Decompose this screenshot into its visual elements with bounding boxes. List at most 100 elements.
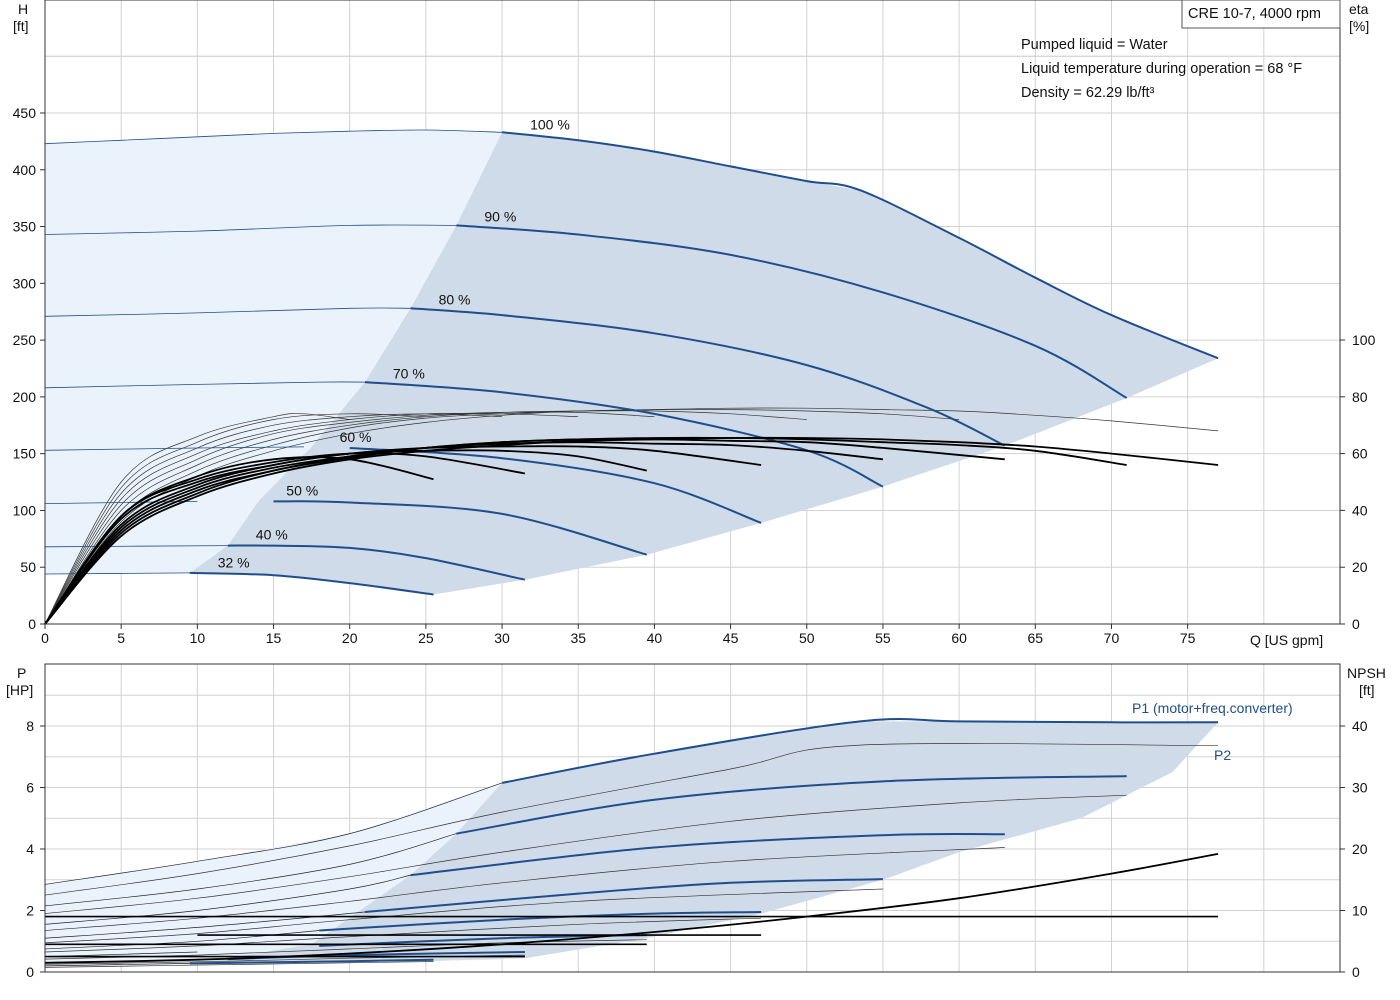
- npsh-tick-label: 30: [1352, 780, 1368, 796]
- speed-label: 100 %: [530, 117, 570, 133]
- head-curve-thin: [44, 307, 411, 317]
- eta-curve: [44, 452, 526, 625]
- p1-curve-thin: [44, 911, 365, 939]
- x-tick-label: 0: [41, 630, 49, 646]
- x-tick-label: 60: [951, 630, 967, 646]
- p1-curve-label: P1 (motor+freq.converter): [1132, 700, 1293, 716]
- y-axis-unit-ft: [ft]: [13, 18, 29, 34]
- chart-title: CRE 10-7, 4000 rpm: [1188, 6, 1321, 22]
- info-pumped-liquid: Pumped liquid = Water: [1021, 37, 1168, 53]
- p-tick-label: 4: [26, 841, 34, 857]
- x-tick-label: 55: [875, 630, 891, 646]
- p1-curve: [456, 775, 1127, 835]
- p2-curve: [44, 917, 762, 953]
- y2-tick-label: 40: [1352, 502, 1368, 518]
- p1-curve: [410, 832, 1005, 877]
- y-tick-label: 100: [13, 502, 37, 518]
- y-tick-label: 250: [13, 332, 37, 348]
- y-axis-unit-hp: [HP]: [6, 682, 33, 698]
- head-curve: [410, 307, 1006, 447]
- speed-label: 90 %: [484, 209, 516, 225]
- upper-operating-region: [189, 132, 1219, 595]
- eta-thin-curve: [44, 409, 960, 625]
- p2-curve: [44, 794, 1127, 914]
- x-tick-label: 75: [1180, 630, 1196, 646]
- p-tick-label: 0: [26, 964, 34, 980]
- x-tick-label: 45: [723, 630, 739, 646]
- head-curve: [227, 544, 526, 581]
- p2-curve-label: P2: [1214, 747, 1231, 763]
- y-axis-label-p: P: [17, 665, 26, 681]
- speed-label: 50 %: [286, 483, 318, 499]
- p-tick-label: 2: [26, 903, 34, 919]
- p1-curve-thin: [44, 874, 411, 925]
- upper-plot-frame: [44, 0, 1341, 625]
- speed-label: 32 %: [218, 555, 250, 571]
- speed-label: 60 %: [340, 429, 372, 445]
- y-tick-label: 350: [13, 219, 37, 235]
- head-curve-thin: [44, 224, 457, 235]
- p1-curve: [501, 717, 1219, 784]
- head-curve: [189, 571, 434, 596]
- x-tick-label: 30: [494, 630, 510, 646]
- npsh-curve: [44, 853, 1219, 964]
- head-curve-thin: [44, 545, 228, 548]
- x-tick-label: 10: [190, 630, 206, 646]
- x-tick-label: 15: [266, 630, 282, 646]
- eta-thin-curve: [44, 407, 1219, 625]
- y2-axis-label-npsh: NPSH: [1347, 665, 1386, 681]
- y2-tick-label: 20: [1352, 559, 1368, 575]
- y-tick-label: 300: [13, 275, 37, 291]
- title-box: [1181, 0, 1341, 29]
- info-temperature: Liquid temperature during operation = 68…: [1021, 61, 1302, 77]
- y-tick-label: 200: [13, 389, 37, 405]
- head-curve-thin: [44, 381, 365, 389]
- head-curve: [456, 224, 1128, 399]
- x-axis-label: Q [US gpm]: [1250, 632, 1323, 648]
- y-tick-label: 400: [13, 162, 37, 178]
- npsh-tick-label: 10: [1352, 903, 1368, 919]
- y2-tick-label: 0: [1352, 616, 1360, 632]
- p1-curve: [189, 958, 434, 965]
- y-tick-label: 150: [13, 446, 37, 462]
- x-tick-label: 65: [1028, 630, 1044, 646]
- p-tick-label: 6: [26, 780, 34, 796]
- p1-curve: [364, 878, 883, 913]
- y-tick-label: 50: [20, 559, 36, 575]
- eta-curve: [44, 436, 1219, 625]
- p2-curve: [44, 961, 434, 968]
- x-tick-label: 40: [647, 630, 663, 646]
- p-tick-label: 8: [26, 718, 34, 734]
- eta-thin-curve: [44, 410, 807, 625]
- head-curve: [364, 381, 884, 488]
- npsh-tick-label: 40: [1352, 718, 1368, 734]
- x-tick-label: 50: [799, 630, 815, 646]
- x-tick-label: 25: [418, 630, 434, 646]
- eta-thin-curve: [44, 413, 350, 625]
- y2-axis-unit-percent: [%]: [1349, 18, 1369, 34]
- x-tick-label: 5: [117, 630, 125, 646]
- head-curve: [501, 131, 1219, 360]
- head-curve-thin: [44, 446, 305, 451]
- p1-curve-thin: [44, 963, 190, 967]
- y2-axis-label-eta: eta: [1349, 1, 1369, 17]
- head-curve: [273, 500, 648, 556]
- npsh-tick-label: 20: [1352, 841, 1368, 857]
- upper-light-region: [45, 130, 503, 574]
- p1-curve-thin: [44, 930, 320, 950]
- y-tick-label: 450: [13, 105, 37, 121]
- head-curve-thin: [44, 129, 503, 145]
- eta-thin-curve: [44, 412, 579, 625]
- y2-tick-label: 60: [1352, 446, 1368, 462]
- x-tick-label: 20: [342, 630, 358, 646]
- y2-axis-unit-ft: [ft]: [1359, 682, 1375, 698]
- eta-curve: [44, 436, 1127, 625]
- npsh-tick-label: 0: [1352, 964, 1360, 980]
- p2-curve: [44, 847, 1005, 931]
- lower-plot-frame: [44, 663, 1341, 973]
- x-tick-label: 35: [570, 630, 586, 646]
- info-density: Density = 62.29 lb/ft³: [1021, 85, 1155, 101]
- head-curve-thin: [44, 572, 190, 575]
- y-axis-label-h: H: [18, 1, 28, 17]
